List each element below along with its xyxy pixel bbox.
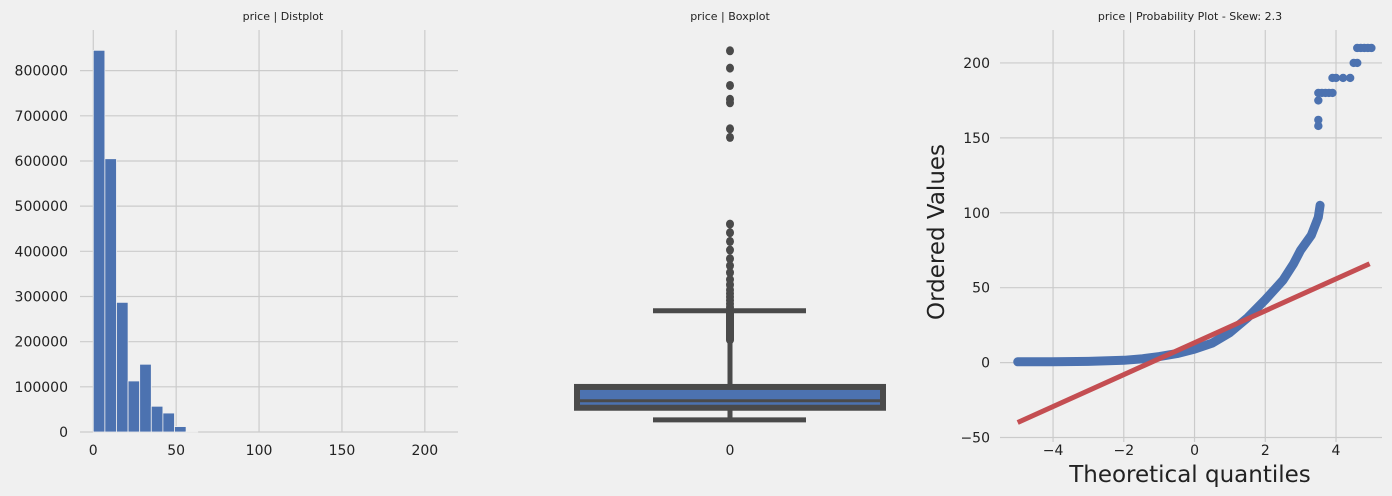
probplot-xtick-label: 4 — [1332, 443, 1341, 459]
distplot-bar — [104, 158, 117, 433]
boxplot-outlier — [726, 63, 734, 73]
distplot-ytick-label: 800000 — [15, 64, 68, 80]
probplot-axes: price | Probability Plot - Skew: 2.3 −50… — [924, 10, 1382, 488]
distplot-ytick-label: 700000 — [15, 109, 68, 125]
boxplot-outlier-band — [726, 308, 734, 345]
probplot-ytick-label: −50 — [960, 431, 990, 447]
boxplot-xtick-label: 0 — [726, 443, 735, 459]
probplot-title: price | Probability Plot - Skew: 2.3 — [1098, 10, 1282, 23]
distplot-bar — [139, 363, 152, 433]
distplot-ytick-label: 500000 — [15, 199, 68, 215]
probplot-point — [1331, 73, 1341, 83]
distplot-axes: price | Distplot 0 100000 200000 300000 4000… — [15, 10, 458, 459]
boxplot-box — [574, 383, 886, 411]
probplot-xtick-label: 2 — [1261, 443, 1270, 459]
distplot-ytick-label: 200000 — [15, 335, 68, 351]
boxplot-outlier — [726, 132, 734, 142]
probplot-xtick-label: −2 — [1113, 443, 1134, 459]
distplot-title: price | Distplot — [243, 10, 324, 23]
distplot-ytick-label: 600000 — [15, 154, 68, 170]
distplot-xtick-label: 0 — [89, 443, 98, 459]
distplot-xtick-label: 200 — [411, 443, 438, 459]
probplot-ytick-label: 150 — [963, 131, 990, 147]
boxplot-outlier — [726, 236, 734, 246]
distplot-ytick-label: 0 — [59, 425, 68, 441]
distplot-bar — [162, 412, 175, 433]
boxplot-outlier — [726, 245, 734, 255]
probplot-point — [1345, 73, 1355, 83]
boxplot-outlier — [726, 228, 734, 238]
distplot-xtick-label: 50 — [167, 443, 185, 459]
boxplot-outlier — [726, 219, 734, 229]
probplot-ytick-label: 100 — [963, 206, 990, 222]
probplot-point — [1314, 121, 1323, 131]
probplot-ytick-label: 200 — [963, 56, 990, 72]
boxplot-axes: price | Boxplot 0 — [574, 10, 886, 459]
probplot-xtick-label: −4 — [1043, 443, 1064, 459]
boxplot-outlier — [726, 94, 734, 104]
probplot-point — [1353, 58, 1362, 68]
distplot-ytick-label: 300000 — [15, 289, 68, 305]
boxplot-outlier — [726, 46, 734, 56]
probplot-ytick-label: 50 — [972, 281, 990, 297]
probplot-quantile-points — [1013, 200, 1325, 367]
boxplot-outlier — [726, 268, 734, 278]
probplot-ytick-label: 0 — [981, 356, 990, 372]
probplot-point — [1367, 43, 1376, 53]
distplot-bar — [174, 426, 187, 433]
probplot-point — [1314, 96, 1323, 105]
boxplot-outlier — [726, 261, 734, 271]
boxplot-outlier — [726, 254, 734, 264]
distplot-ytick-label: 100000 — [15, 380, 68, 396]
boxplot-title: price | Boxplot — [690, 10, 770, 23]
boxplot-outlier — [726, 124, 734, 134]
boxplot-outlier — [726, 302, 734, 312]
probplot-fit-line — [1016, 261, 1371, 425]
distplot-bar — [92, 49, 106, 433]
probplot-point — [1328, 88, 1337, 98]
distplot-bar — [150, 405, 164, 433]
distplot-xtick-label: 150 — [329, 443, 356, 459]
distplot-bar — [127, 380, 141, 433]
boxplot-outlier — [726, 80, 734, 90]
probplot-point — [1338, 73, 1348, 83]
distplot-xtick-label: 100 — [246, 443, 273, 459]
probplot-xlabel: Theoretical quantiles — [1068, 462, 1311, 488]
distplot-bar — [116, 301, 129, 433]
probplot-ylabel: Ordered Values — [924, 144, 950, 320]
distplot-ytick-label: 400000 — [15, 244, 68, 260]
probplot-xtick-label: 0 — [1190, 443, 1199, 459]
probplot-point — [1314, 115, 1323, 125]
